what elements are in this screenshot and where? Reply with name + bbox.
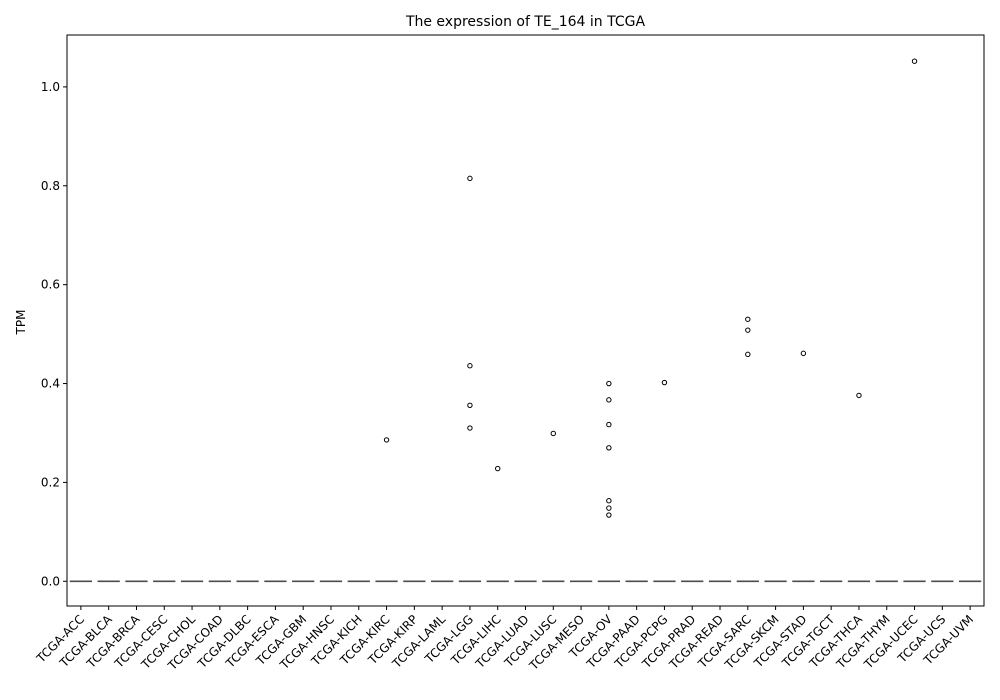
outlier-point-tcga-sarc <box>745 316 751 322</box>
outlier-point-tcga-ov <box>606 421 612 428</box>
outlier-point-tcga-thca <box>856 392 862 399</box>
y-tick-label: 0.4 <box>41 377 60 391</box>
outlier-points <box>383 58 918 518</box>
outlier-point-tcga-ov <box>606 380 612 387</box>
outlier-point-tcga-stad <box>800 350 807 357</box>
outlier-point-tcga-ov <box>606 512 612 518</box>
y-axis-label: TPM <box>14 310 28 336</box>
y-tick-label: 0.0 <box>41 574 60 588</box>
outlier-point-tcga-sarc <box>745 351 751 358</box>
y-tick-label: 0.2 <box>41 475 60 489</box>
outlier-point-tcga-lihc <box>495 465 501 472</box>
plot-area-frame <box>66 34 985 607</box>
outlier-point-tcga-lgg <box>467 363 473 369</box>
outlier-point-tcga-ov <box>606 445 612 451</box>
outlier-point-tcga-kirc <box>383 437 390 443</box>
y-tick-label: 0.8 <box>41 179 60 193</box>
outlier-point-tcga-ov <box>606 497 612 504</box>
y-tick-label: 0.6 <box>41 278 60 292</box>
outlier-point-tcga-lgg <box>467 425 473 431</box>
outlier-point-tcga-lgg <box>467 175 473 182</box>
outlier-point-tcga-ov <box>606 397 612 403</box>
chart-title: The expression of TE_164 in TCGA <box>405 14 646 30</box>
y-tick-label: 1.0 <box>41 80 60 94</box>
outlier-point-tcga-sarc <box>745 327 751 333</box>
outlier-point-tcga-pcpg <box>661 379 668 386</box>
y-axis: 0.0 0.2 0.4 0.6 0.8 1.0 <box>41 80 67 588</box>
outlier-point-tcga-lgg <box>467 402 473 408</box>
outlier-point-tcga-ov <box>606 505 612 511</box>
outlier-point-tcga-ucec <box>911 58 918 64</box>
outlier-point-tcga-lusc <box>550 430 556 437</box>
